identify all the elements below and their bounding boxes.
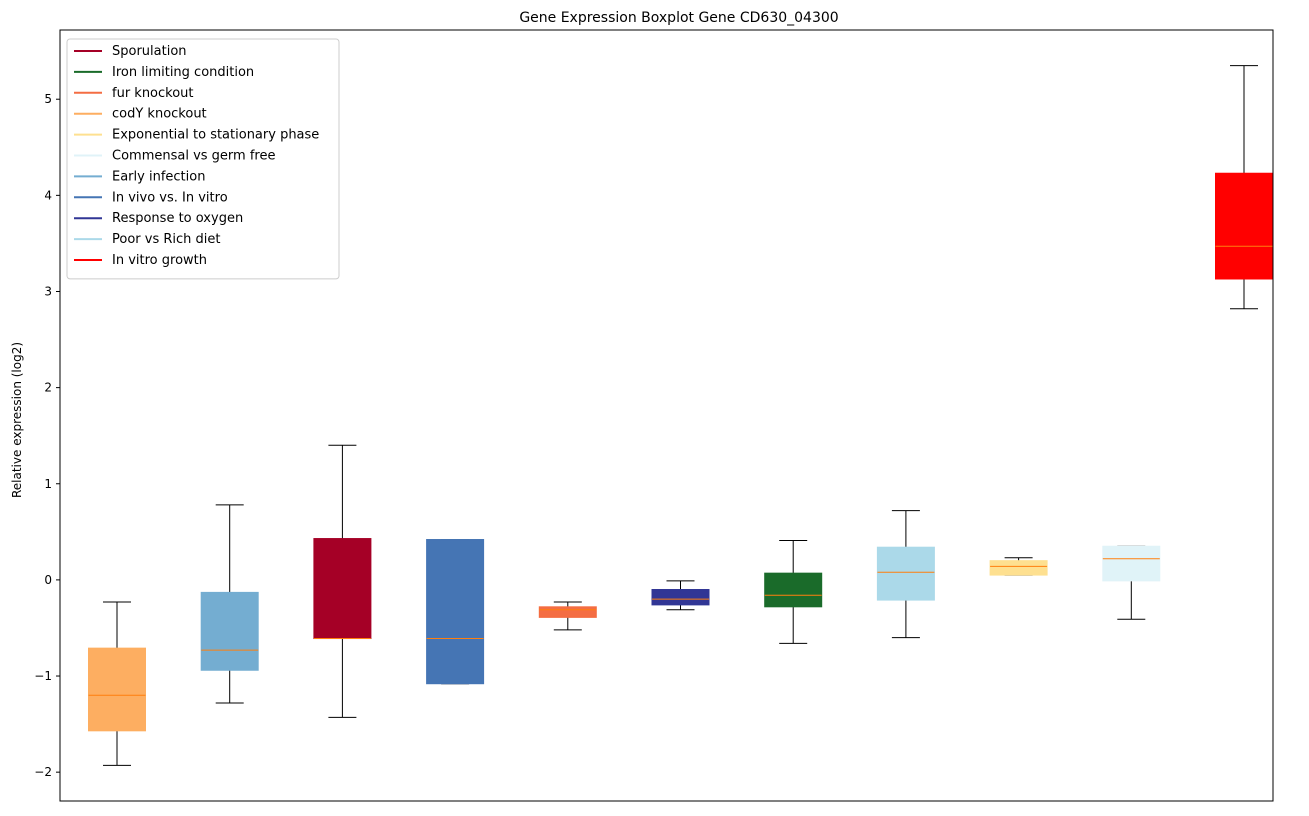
legend-item: Response to oxygen [74,211,243,226]
legend-label: Iron limiting condition [112,65,254,80]
legend-item: Sporulation [74,44,187,59]
box-body [313,538,372,640]
legend-label: Sporulation [112,44,187,59]
y-tick-label: −2 [34,765,52,779]
y-tick-label: 3 [44,284,52,298]
box-11 [1215,65,1273,310]
box-3 [313,444,372,718]
legend-item: Iron limiting condition [74,65,254,80]
legend-label: Commensal vs germ free [112,149,275,164]
box-5 [538,601,597,631]
box-4 [426,539,485,685]
box-body [88,647,146,732]
legend-label: Poor vs Rich diet [112,232,220,247]
legend-label: Response to oxygen [112,211,243,226]
legend-box [66,38,340,280]
y-tick-label: 5 [44,92,52,106]
boxes-layer [88,65,1273,766]
legend-item: Commensal vs germ free [74,149,275,164]
box-9 [989,557,1048,576]
y-tick-label: 0 [44,573,52,587]
box-body [200,591,259,671]
box-body [876,546,935,601]
legend-label: Exponential to stationary phase [112,128,319,143]
box-body [764,572,823,608]
legend-item: codY knockout [74,107,207,122]
y-tick-label: −1 [34,669,52,683]
box-6 [651,580,710,611]
box-7 [764,539,823,644]
box-body [1102,545,1161,582]
legend-label: fur knockout [112,86,194,101]
legend-item: Exponential to stationary phase [74,128,319,143]
y-axis: −2 −1 0 1 2 3 4 5 [34,92,60,779]
legend-item: Early infection [74,169,205,184]
legend-item: In vivo vs. In vitro [74,190,228,205]
legend-label: Early infection [112,169,205,184]
legend-item: Poor vs Rich diet [74,232,220,247]
legend-label: codY knockout [112,107,207,122]
box-body [426,539,485,685]
box-1 [88,601,146,766]
y-axis-label: Relative expression (log2) [10,342,24,498]
box-body [989,560,1048,576]
box-body [1215,172,1273,280]
chart-title: Gene Expression Boxplot Gene CD630_04300 [519,10,838,26]
y-tick-label: 2 [44,381,52,395]
box-2 [200,504,259,704]
y-tick-label: 4 [44,188,52,202]
legend-item: In vitro growth [74,253,207,268]
box-8 [876,510,935,639]
box-body [538,606,597,618]
legend: Sporulation Iron limiting condition fur kn… [66,38,340,280]
box-body [651,589,710,606]
legend-label: In vitro growth [112,253,207,268]
legend-label: In vivo vs. In vitro [112,190,228,205]
y-tick-label: 1 [44,477,52,491]
legend-item: fur knockout [74,86,194,101]
box-10 [1102,545,1161,620]
plot-frame [59,29,1274,802]
